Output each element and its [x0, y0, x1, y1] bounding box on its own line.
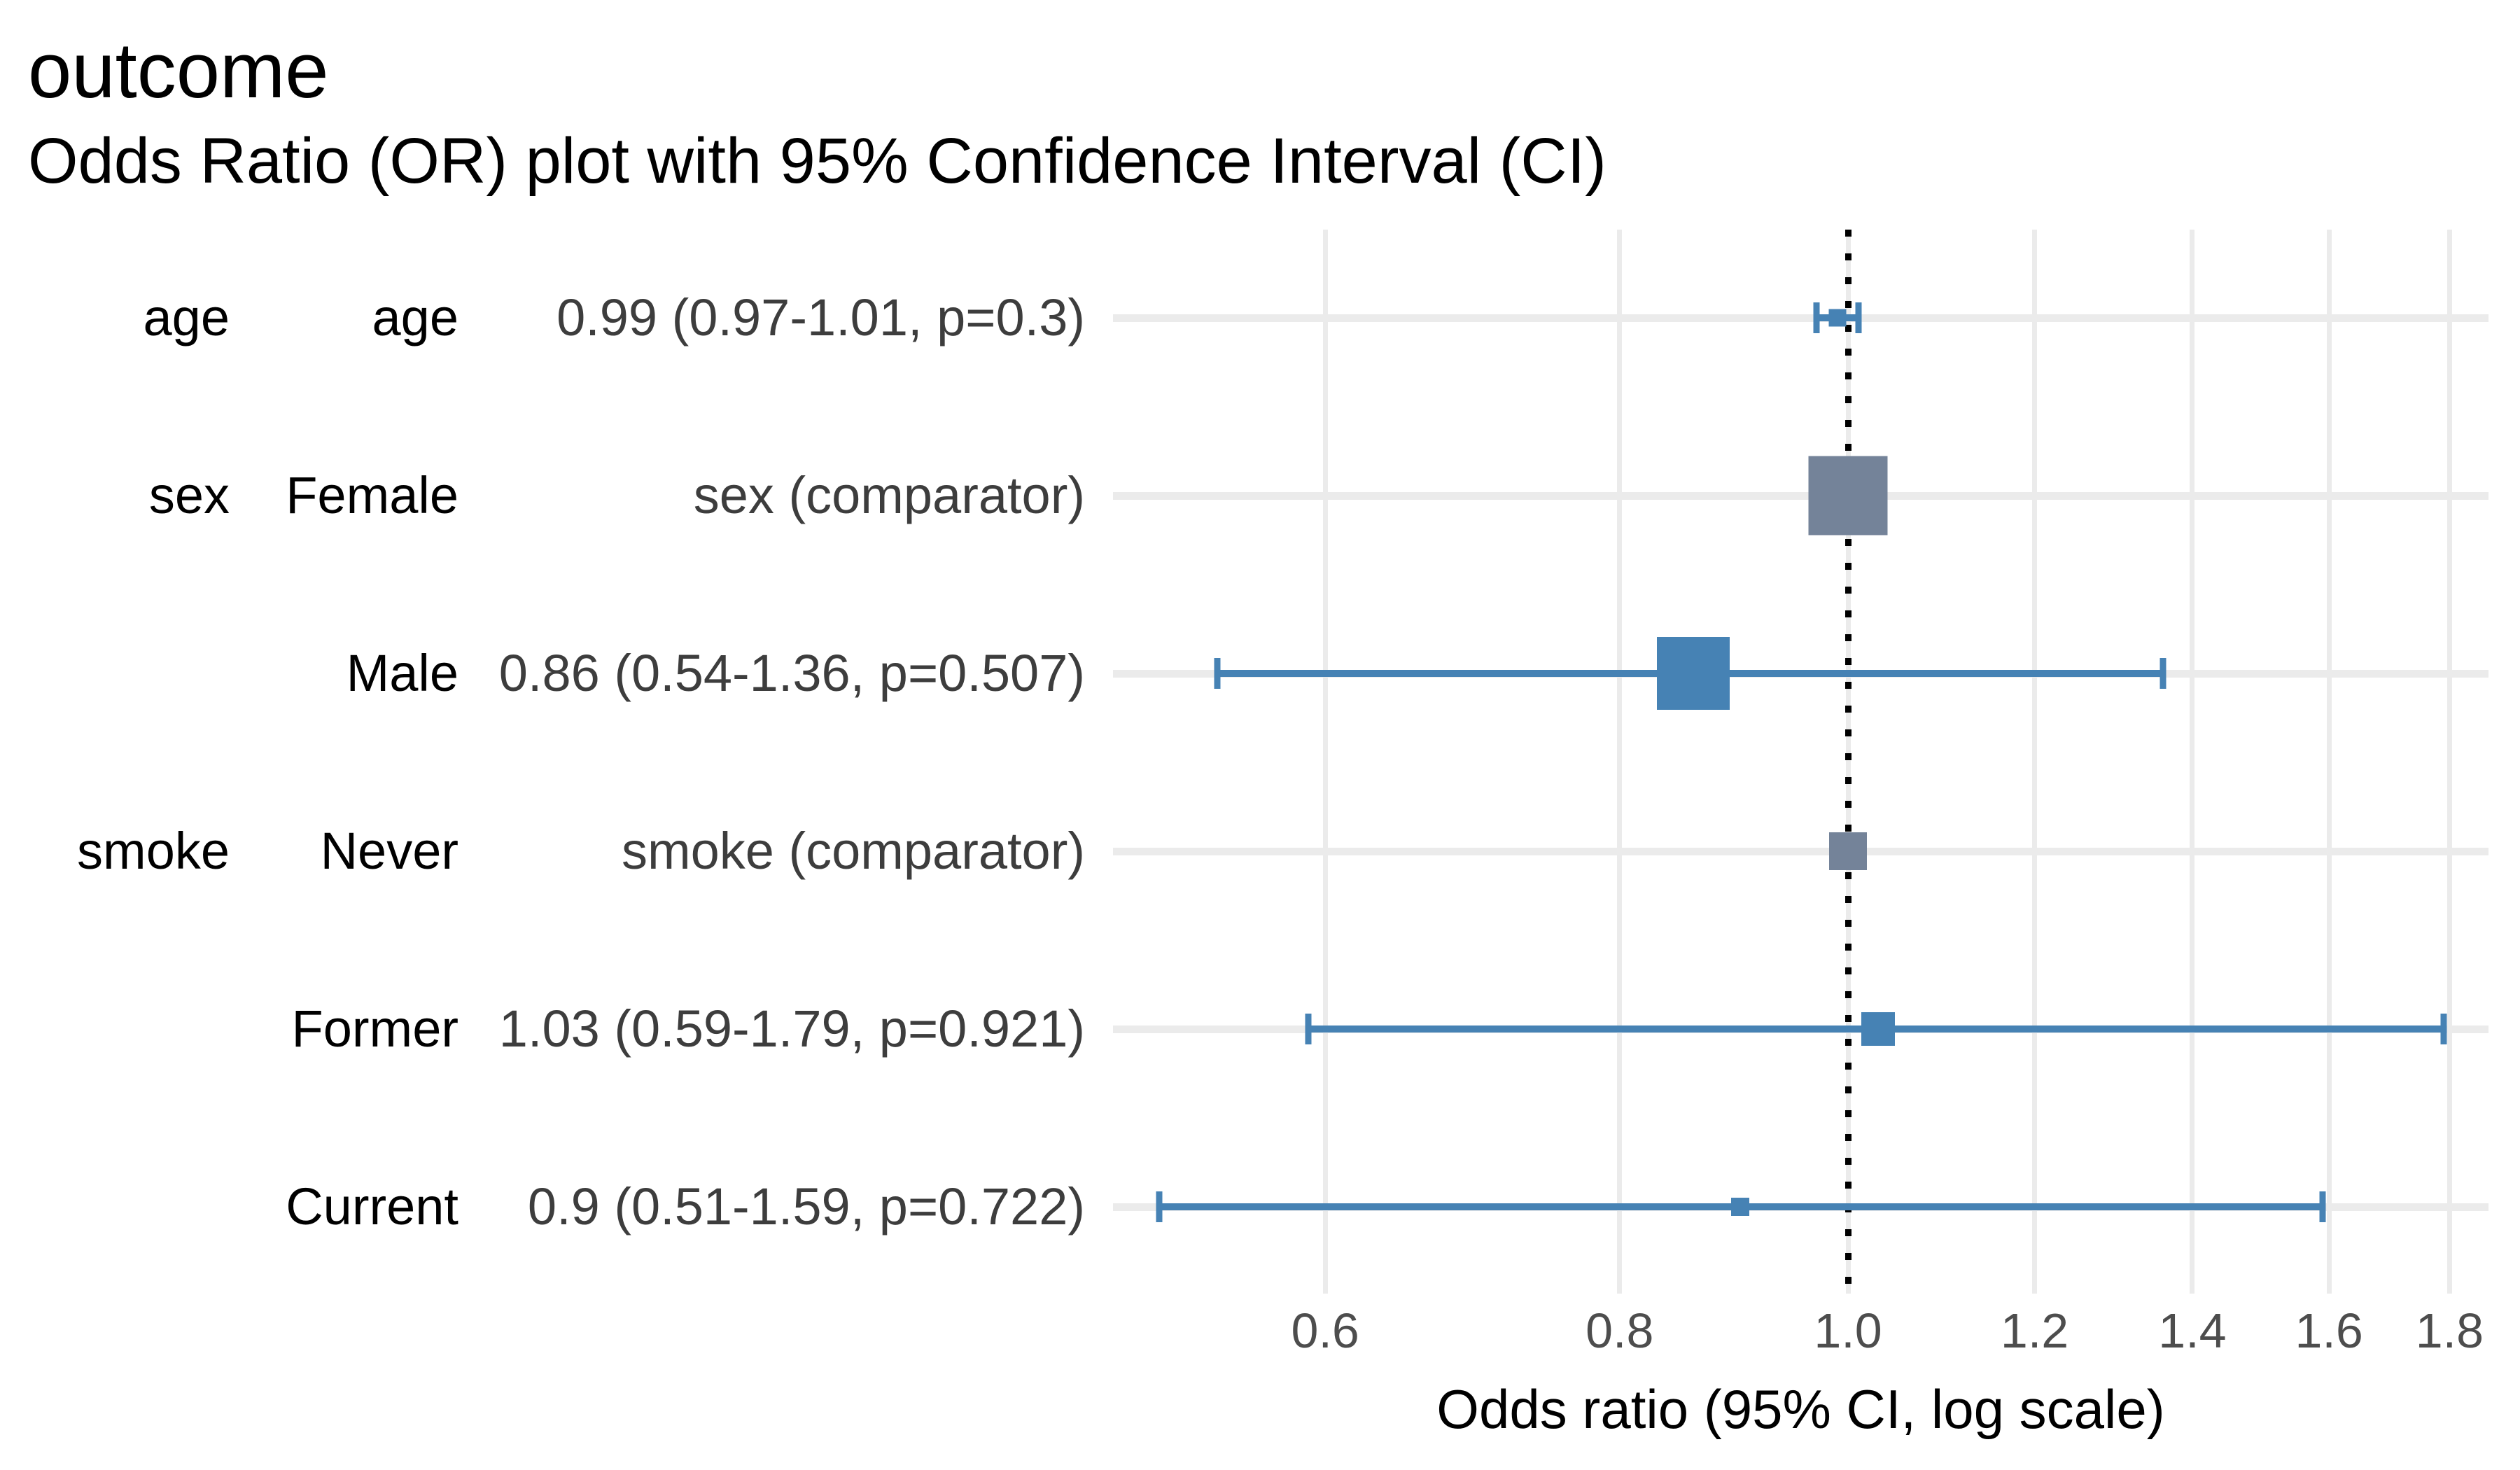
ci-cap-left: [1305, 1014, 1312, 1044]
x-tick-label: 1.6: [2295, 1303, 2363, 1358]
or-square: [1730, 1198, 1749, 1216]
ci-cap-left: [1156, 1191, 1163, 1222]
gridline-x-1.4: [2190, 230, 2195, 1294]
gridline-x-0.8: [1617, 230, 1623, 1294]
estimate-label: 1.03 (0.59-1.79, p=0.921): [498, 1000, 1085, 1058]
x-tick-label: 1.2: [2000, 1303, 2069, 1358]
row-band: [1113, 314, 2488, 322]
estimate-label: 0.9 (0.51-1.59, p=0.722): [527, 1177, 1085, 1236]
level-label: Never: [320, 822, 458, 880]
x-tick-label: 0.6: [1291, 1303, 1359, 1358]
reference-line: [1844, 230, 1851, 1294]
level-label: Former: [291, 1000, 458, 1058]
or-square: [1808, 456, 1888, 536]
level-label: Female: [286, 466, 458, 524]
ci-cap-left: [1214, 658, 1221, 689]
gridline-x-0.6: [1322, 230, 1328, 1294]
estimate-label: sex (comparator): [693, 466, 1085, 524]
level-label: age: [372, 288, 458, 346]
x-tick-label: 0.8: [1586, 1303, 1654, 1358]
estimate-label: smoke (comparator): [621, 822, 1085, 880]
level-label: Male: [346, 644, 458, 702]
row-band: [1113, 847, 2488, 855]
ci-cap-left: [1813, 302, 1820, 333]
gridline-x-1.2: [2032, 230, 2038, 1294]
or-square: [1657, 637, 1730, 710]
ci-cap-right: [2319, 1191, 2326, 1222]
estimate-label: 0.99 (0.97-1.01, p=0.3): [556, 288, 1085, 346]
variable-label: sex: [148, 466, 230, 524]
gridline-x-1.8: [2446, 230, 2452, 1294]
page-title: outcome: [28, 27, 329, 114]
variable-label: age: [143, 288, 230, 346]
ci-cap-right: [2160, 658, 2166, 689]
estimate-label: 0.86 (0.54-1.36, p=0.507): [498, 644, 1085, 702]
x-tick-label: 1.4: [2158, 1303, 2227, 1358]
level-label: Current: [286, 1177, 458, 1236]
or-square: [1861, 1012, 1896, 1046]
or-square: [1828, 309, 1847, 327]
or-square: [1829, 832, 1867, 870]
x-axis-title: Odds ratio (95% CI, log scale): [1436, 1378, 2165, 1440]
ci-cap-right: [1855, 302, 1862, 333]
page-subtitle: Odds Ratio (OR) plot with 95% Confidence…: [28, 125, 1606, 197]
row-band: [1113, 491, 2488, 500]
x-tick-label: 1.0: [1814, 1303, 1882, 1358]
ci-cap-right: [2440, 1014, 2447, 1044]
plot-panel: [1113, 230, 2488, 1294]
x-tick-label: 1.8: [2415, 1303, 2484, 1358]
gridline-x-1.6: [2326, 230, 2332, 1294]
variable-label: smoke: [77, 822, 230, 880]
